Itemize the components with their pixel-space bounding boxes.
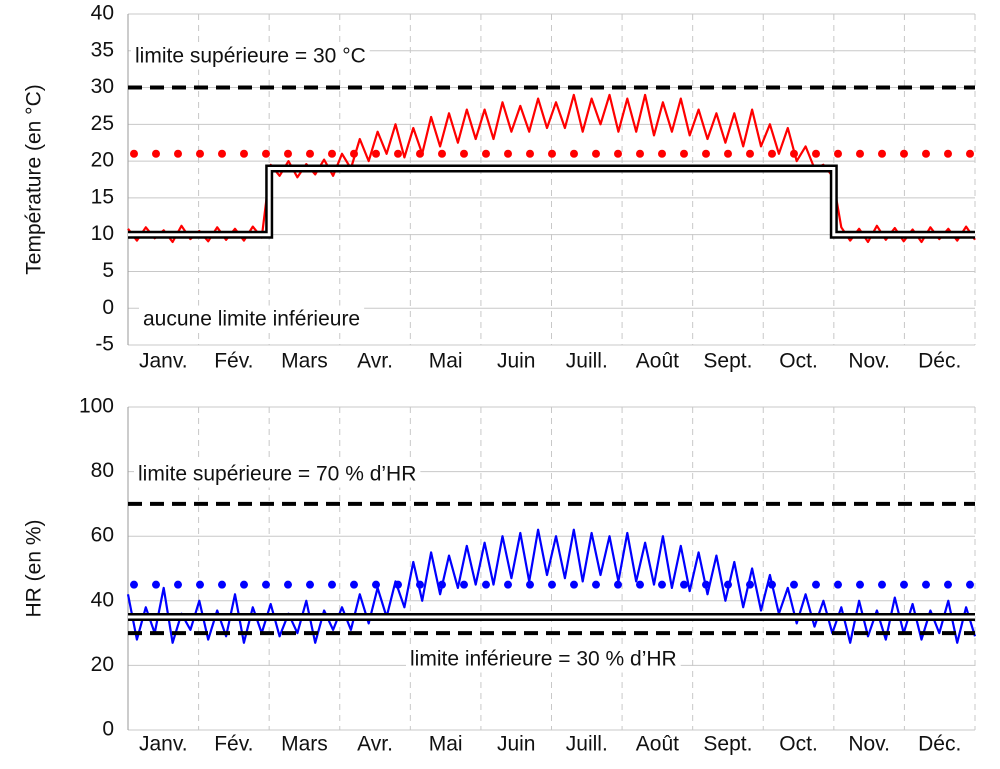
x-tick-label: Juill. <box>566 733 608 756</box>
x-tick-label: Fév. <box>214 733 253 756</box>
y-tick-label: 15 <box>91 185 114 208</box>
y-tick-label: 40 <box>91 588 114 611</box>
x-tick-label: Sept. <box>703 350 752 373</box>
x-tick-label: Oct. <box>779 733 818 756</box>
x-tick-label: Juill. <box>566 350 608 373</box>
y-tick-label: 100 <box>79 395 114 418</box>
x-tick-label: Oct. <box>779 350 818 373</box>
x-tick-label: Janv. <box>139 733 188 756</box>
y-tick-label: 60 <box>91 524 114 547</box>
y-tick-label: 25 <box>91 112 114 135</box>
x-tick-label: Sept. <box>703 733 752 756</box>
setpoint-inner <box>128 167 975 237</box>
x-tick-label: Avr. <box>357 350 393 373</box>
y-tick-label: 0 <box>102 718 114 741</box>
y-tick-label: 5 <box>102 259 114 282</box>
annotation: limite inférieure = 30 % d’HR <box>410 648 677 671</box>
y-tick-label: 35 <box>91 38 114 61</box>
annotation-bg <box>131 42 370 70</box>
x-tick-label: Août <box>636 350 679 373</box>
y-tick-label: 40 <box>91 2 114 25</box>
y-tick-label: 80 <box>91 459 114 482</box>
y-tick-label: 10 <box>91 222 114 245</box>
annotation: aucune limite inférieure <box>143 308 360 331</box>
annotation: limite supérieure = 30 °C <box>135 45 366 68</box>
y-tick-label: 20 <box>91 149 114 172</box>
x-tick-label: Avr. <box>357 733 393 756</box>
x-tick-label: Mai <box>429 350 463 373</box>
x-tick-label: Juin <box>497 733 536 756</box>
y-axis-label: Température (en °C) <box>23 84 46 274</box>
x-tick-label: Fév. <box>214 350 253 373</box>
y-axis-label: HR (en %) <box>23 519 46 617</box>
x-tick-label: Juin <box>497 350 536 373</box>
annotation-bg <box>406 645 681 673</box>
x-tick-label: Janv. <box>139 350 188 373</box>
x-tick-label: Mars <box>281 733 328 756</box>
x-tick-label: Déc. <box>918 350 961 373</box>
annotation: limite supérieure = 70 % d’HR <box>138 463 416 486</box>
y-tick-label: -5 <box>95 333 114 356</box>
x-tick-label: Nov. <box>848 350 890 373</box>
x-tick-label: Août <box>636 733 679 756</box>
x-tick-label: Déc. <box>918 733 961 756</box>
annotation-bg <box>134 460 421 488</box>
y-tick-label: 0 <box>102 296 114 319</box>
y-tick-label: 30 <box>91 75 114 98</box>
annotation-bg <box>139 305 365 333</box>
x-tick-label: Nov. <box>848 733 890 756</box>
x-tick-label: Mars <box>281 350 328 373</box>
y-tick-label: 20 <box>91 653 114 676</box>
data-line <box>126 528 977 644</box>
x-tick-label: Mai <box>429 733 463 756</box>
